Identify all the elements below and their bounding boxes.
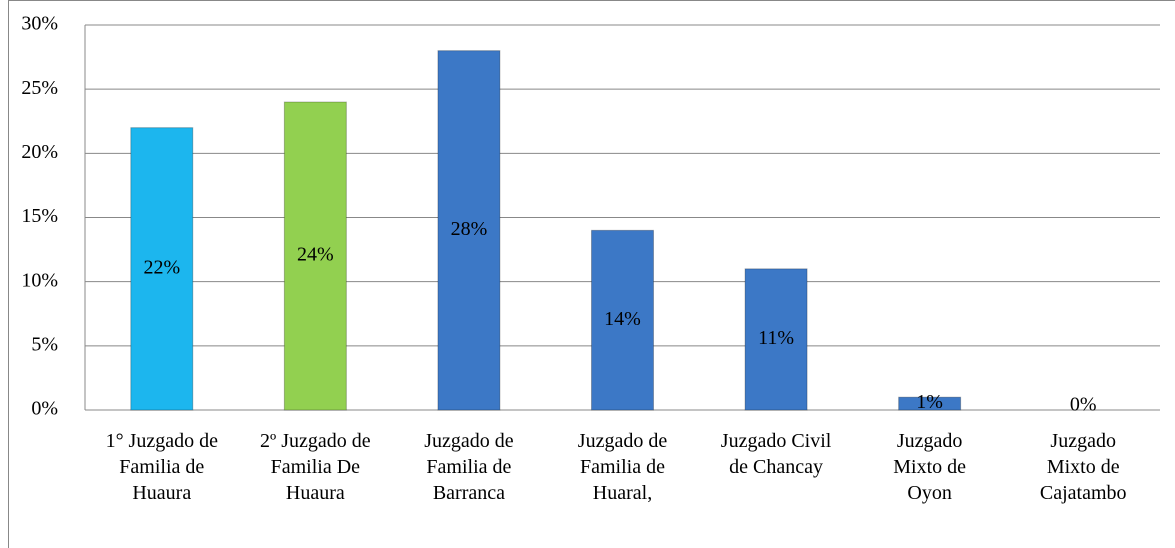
bar (130, 127, 194, 411)
data-label: 11% (758, 327, 794, 349)
y-tick-label: 30% (21, 13, 58, 35)
y-tick-label: 25% (21, 77, 58, 99)
y-tick-label: 20% (21, 141, 58, 163)
data-label: 28% (451, 218, 488, 240)
x-tick-label: 2º Juzgado de Familia De Huaura (260, 430, 371, 504)
bar (898, 396, 962, 411)
bar (437, 50, 501, 411)
data-label: 14% (604, 308, 641, 330)
data-label: 24% (297, 244, 334, 266)
x-tick-label: Juzgado Mixto de Oyon (893, 430, 967, 504)
bar (744, 268, 808, 411)
x-tick-label: Juzgado Civil de Chancay (720, 430, 832, 478)
x-tick-label: Juzgado de Familia de Barranca (424, 430, 514, 504)
bar (591, 229, 654, 411)
x-tick-label: Juzgado de Familia de Huaral, (577, 430, 668, 504)
data-label: 0% (1070, 394, 1097, 416)
chart-border (8, 0, 1175, 548)
bar (283, 101, 347, 411)
data-label: 1% (916, 391, 943, 413)
y-tick-label: 5% (31, 333, 58, 355)
y-tick-label: 10% (21, 269, 58, 291)
y-tick-label: 15% (21, 205, 58, 227)
x-tick-label: 1° Juzgado de Familia de Huaura (105, 430, 218, 504)
x-tick-label: Juzgado Mixto de Cajatambo (1039, 430, 1127, 504)
data-label: 22% (143, 256, 180, 278)
y-tick-label: 0% (31, 398, 58, 420)
